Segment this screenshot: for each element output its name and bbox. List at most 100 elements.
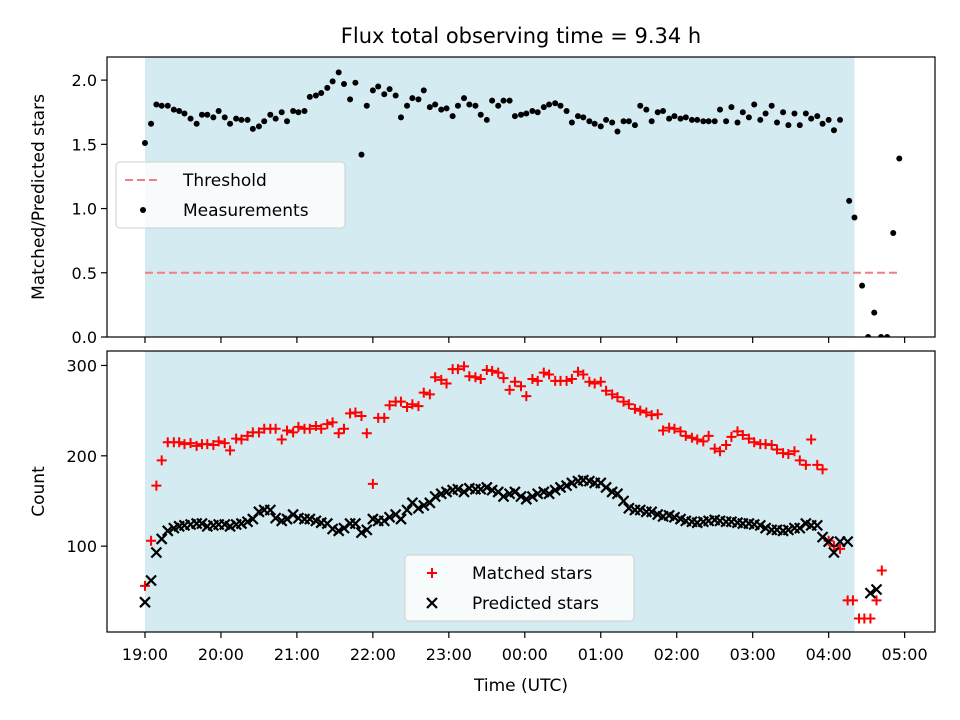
y-tick-label: 0.5 [72,264,97,283]
data-point [591,120,598,127]
data-point [796,122,803,129]
data-point [395,513,407,525]
data-point [865,334,872,337]
data-point [631,122,638,129]
data-point [146,535,157,546]
data-point [432,101,439,108]
data-point [155,533,168,545]
data-point [825,116,832,123]
data-point [566,374,577,385]
data-point [324,84,331,91]
data-point [538,367,549,378]
data-point [472,102,479,109]
data-point [870,583,883,596]
data-point [386,86,393,93]
y-tick-label: 0.0 [72,328,97,347]
data-point [734,119,741,126]
data-point [745,114,752,121]
data-point [780,109,787,116]
data-point [757,116,764,123]
data-point [361,428,372,439]
x-tick-label: 19:00 [122,645,168,664]
data-point [609,119,616,126]
data-point [600,481,612,494]
data-point [890,229,897,236]
data-point [418,387,429,398]
data-point [270,423,281,434]
data-point [145,574,157,587]
data-point [688,116,695,123]
x-tick-label: 05:00 [882,645,928,664]
data-point [148,120,155,127]
data-point [498,373,509,384]
data-point [361,524,373,536]
data-point [449,113,456,120]
chart-title: Flux total observing time = 9.34 h [341,24,701,48]
data-point [561,375,572,386]
data-point [392,92,399,99]
data-point [164,102,171,109]
data-point [680,430,691,441]
data-point [304,423,315,434]
data-point [896,155,903,162]
data-point [871,595,882,606]
data-point [151,480,162,491]
data-point [493,367,504,378]
data-point [213,436,224,447]
data-point [586,118,593,125]
data-point [327,417,338,428]
data-point [723,118,730,125]
data-point [612,392,623,403]
x-axis-label: Time (UTC) [473,676,568,696]
data-point [293,421,304,432]
x-tick-label: 23:00 [426,645,472,664]
data-point [794,455,805,466]
data-point [785,122,792,129]
data-point [726,431,737,442]
y-tick-label: 200 [66,447,97,466]
y-tick-label: 300 [66,356,97,375]
data-point [500,97,507,104]
data-point [828,546,840,559]
data-point [597,123,604,130]
data-point [572,366,583,377]
data-point [141,140,148,147]
data-point [607,389,618,400]
data-point [287,508,299,521]
data-point [483,116,490,123]
data-point [675,426,686,437]
data-point [847,595,858,606]
data-point [557,102,564,109]
data-point [749,437,760,448]
data-point [871,309,878,316]
data-point [641,407,652,418]
data-point [859,282,866,289]
data-point [846,197,853,204]
data-point [458,486,470,498]
x-tick-label: 22:00 [350,645,396,664]
data-point [401,504,413,516]
data-point [452,483,464,496]
data-point [301,107,308,114]
data-point [629,403,640,414]
data-point [244,116,251,123]
data-point [540,104,547,111]
legend-swatch [426,597,438,609]
data-point [185,438,196,449]
data-point [808,115,815,122]
plot-frame [106,56,936,338]
data-point [635,405,646,416]
data-point [841,535,854,548]
x-tick-label: 21:00 [274,645,320,664]
data-point [215,107,222,114]
data-point [552,100,559,107]
data-point [529,107,536,114]
data-point [709,443,720,454]
data-point [563,107,570,114]
data-point [487,365,498,376]
data-point [424,389,435,400]
data-point [516,381,526,392]
data-point [312,92,319,99]
data-point [520,493,533,505]
